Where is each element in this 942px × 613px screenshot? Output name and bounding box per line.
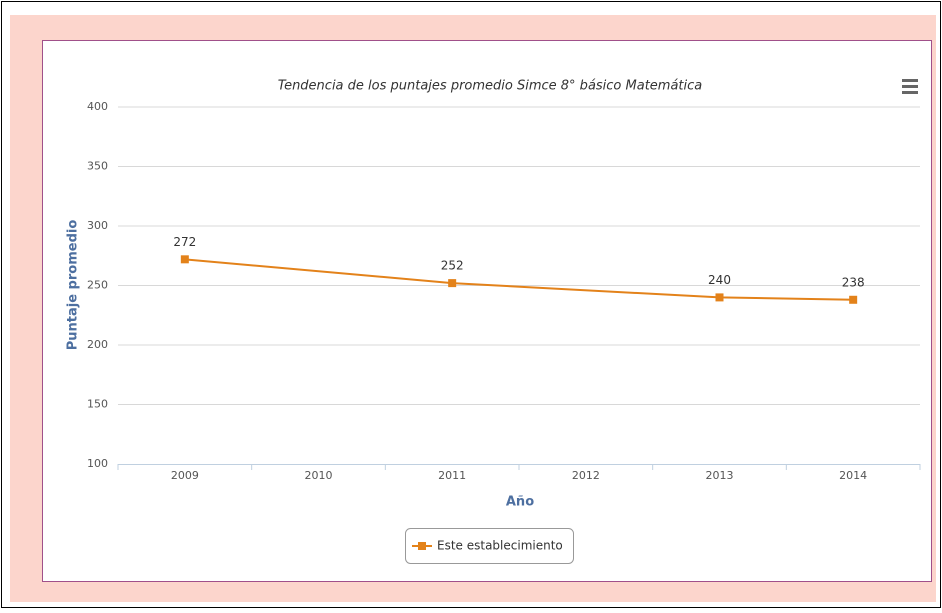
y-axis-label: Puntaje promedio	[66, 220, 81, 351]
chart-panel	[42, 40, 932, 582]
y-tick-label: 400	[87, 100, 108, 113]
data-point	[849, 295, 858, 304]
menu-bar	[902, 85, 918, 88]
series-line	[184, 258, 854, 301]
legend-symbol	[418, 542, 426, 550]
y-tick-label: 150	[87, 398, 108, 411]
x-tick-label: 2012	[572, 469, 600, 482]
chart-title: Tendencia de los puntajes promedio Simce…	[278, 79, 703, 94]
legend-label: Este establecimiento	[437, 539, 563, 553]
data-label: 240	[708, 273, 731, 287]
x-tick-label: 2011	[438, 469, 466, 482]
y-tick-label: 250	[87, 279, 108, 292]
y-tick-label: 200	[87, 338, 108, 351]
y-tick-label: 350	[87, 160, 108, 173]
x-axis-label: Año	[506, 495, 534, 510]
data-point	[180, 255, 189, 264]
data-label: 252	[441, 259, 464, 273]
x-tick-label: 2009	[171, 469, 199, 482]
menu-button[interactable]	[902, 79, 918, 94]
x-tick-label: 2014	[839, 469, 867, 482]
data-label: 272	[173, 235, 196, 249]
data-point	[448, 279, 457, 288]
legend-box	[405, 528, 574, 564]
data-point	[715, 293, 724, 302]
menu-bar	[902, 91, 918, 94]
data-label: 238	[842, 275, 865, 289]
menu-bar	[902, 79, 918, 82]
y-tick-label: 100	[87, 457, 108, 470]
x-tick-label: 2010	[305, 469, 333, 482]
y-tick-label: 300	[87, 219, 108, 232]
x-tick-label: 2013	[706, 469, 734, 482]
